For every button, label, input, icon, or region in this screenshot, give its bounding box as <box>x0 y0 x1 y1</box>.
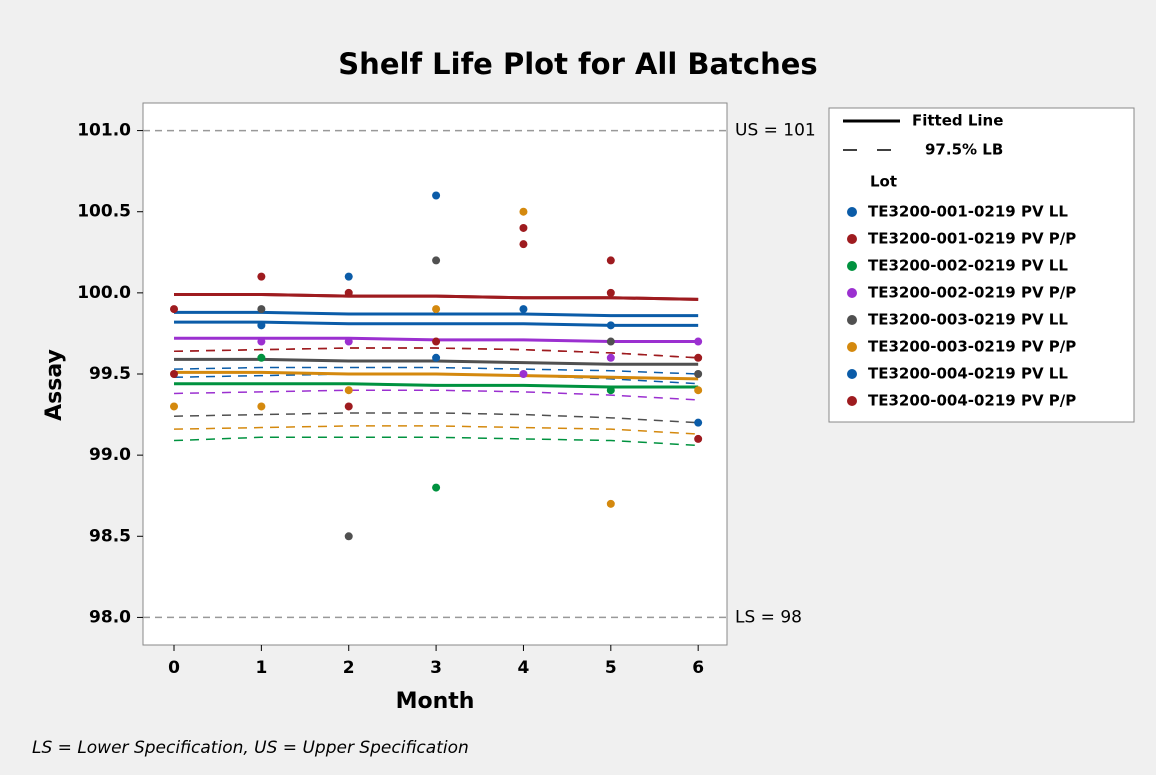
legend-label: TE3200-002-0219 PV P/P <box>868 284 1076 302</box>
x-tick-label: 2 <box>343 658 355 678</box>
point <box>432 337 441 346</box>
y-axis-title: Assay <box>42 349 67 421</box>
legend-label: TE3200-001-0219 PV P/P <box>868 230 1076 248</box>
y-tick-label: 98.0 <box>89 607 131 627</box>
legend-swatch <box>847 315 857 325</box>
legend-label: TE3200-003-0219 PV LL <box>868 311 1068 329</box>
lb-line <box>173 436 699 447</box>
legend-label: TE3200-002-0219 PV LL <box>868 257 1068 275</box>
point <box>432 256 441 265</box>
x-tick-label: 6 <box>692 658 704 678</box>
point <box>519 305 528 314</box>
fitted-line <box>174 292 699 301</box>
point <box>432 483 441 492</box>
legend-swatch <box>847 369 857 379</box>
y-tick-label: 98.5 <box>89 526 131 546</box>
point <box>606 321 615 330</box>
point <box>170 305 179 314</box>
point <box>257 337 266 346</box>
point <box>694 386 703 395</box>
point <box>170 402 179 411</box>
legend-lb: 97.5% LB <box>925 141 1003 159</box>
legend-swatch <box>847 288 857 298</box>
x-tick-label: 5 <box>605 658 617 678</box>
point <box>519 240 528 249</box>
point <box>519 223 528 232</box>
point <box>170 370 179 378</box>
legend-swatch <box>847 396 857 406</box>
point <box>257 305 266 314</box>
point <box>606 353 615 362</box>
x-tick-label: 0 <box>168 658 180 678</box>
point <box>344 337 353 346</box>
lb-line <box>173 389 699 401</box>
x-tick-label: 1 <box>255 658 267 678</box>
point <box>432 305 441 314</box>
legend-label: TE3200-003-0219 PV P/P <box>868 338 1076 356</box>
point <box>694 418 703 427</box>
y-tick-label: 99.0 <box>89 445 131 465</box>
chart-title: Shelf Life Plot for All Batches <box>338 47 817 81</box>
legend-label: TE3200-004-0219 PV P/P <box>868 392 1076 410</box>
point <box>257 353 266 362</box>
legend-label: TE3200-001-0219 PV LL <box>868 203 1068 221</box>
point <box>519 207 528 216</box>
legend-group-title: Lot <box>870 173 897 191</box>
point <box>694 434 703 443</box>
point <box>344 386 353 395</box>
point <box>606 499 615 508</box>
legend-swatch <box>847 207 857 217</box>
spec-label: US = 101 <box>735 121 816 141</box>
legend-swatch <box>847 234 857 244</box>
point <box>344 288 353 297</box>
legend-box <box>828 107 1135 423</box>
lb-line <box>173 412 699 424</box>
point <box>694 370 703 378</box>
point <box>606 256 615 265</box>
point <box>344 402 353 411</box>
x-tick-label: 4 <box>518 658 530 678</box>
point <box>606 337 615 346</box>
point <box>694 337 703 346</box>
point <box>606 288 615 297</box>
legend-fitted: Fitted Line <box>912 112 1003 130</box>
legend-label: TE3200-004-0219 PV LL <box>868 365 1068 383</box>
point <box>257 321 266 330</box>
x-axis-title: Month <box>396 689 475 714</box>
y-tick-label: 99.5 <box>89 364 131 384</box>
y-tick-label: 100.5 <box>77 202 131 222</box>
point <box>257 272 266 281</box>
lb-line <box>173 347 699 359</box>
point <box>519 370 528 378</box>
y-tick-label: 101.0 <box>77 121 131 141</box>
point <box>606 386 615 395</box>
point <box>344 532 353 541</box>
x-tick-label: 3 <box>430 658 442 678</box>
point <box>432 353 441 362</box>
legend-swatch <box>847 342 857 352</box>
footnote: LS = Lower Specification, US = Upper Spe… <box>32 738 469 758</box>
point <box>694 353 703 362</box>
lb-line <box>173 425 699 435</box>
lb-line <box>173 366 699 375</box>
legend-swatch <box>847 261 857 271</box>
point <box>257 402 266 411</box>
point <box>432 191 441 200</box>
y-tick-label: 100.0 <box>77 283 131 303</box>
spec-label: LS = 98 <box>735 607 802 627</box>
point <box>344 272 353 281</box>
fitted-line <box>174 370 699 381</box>
